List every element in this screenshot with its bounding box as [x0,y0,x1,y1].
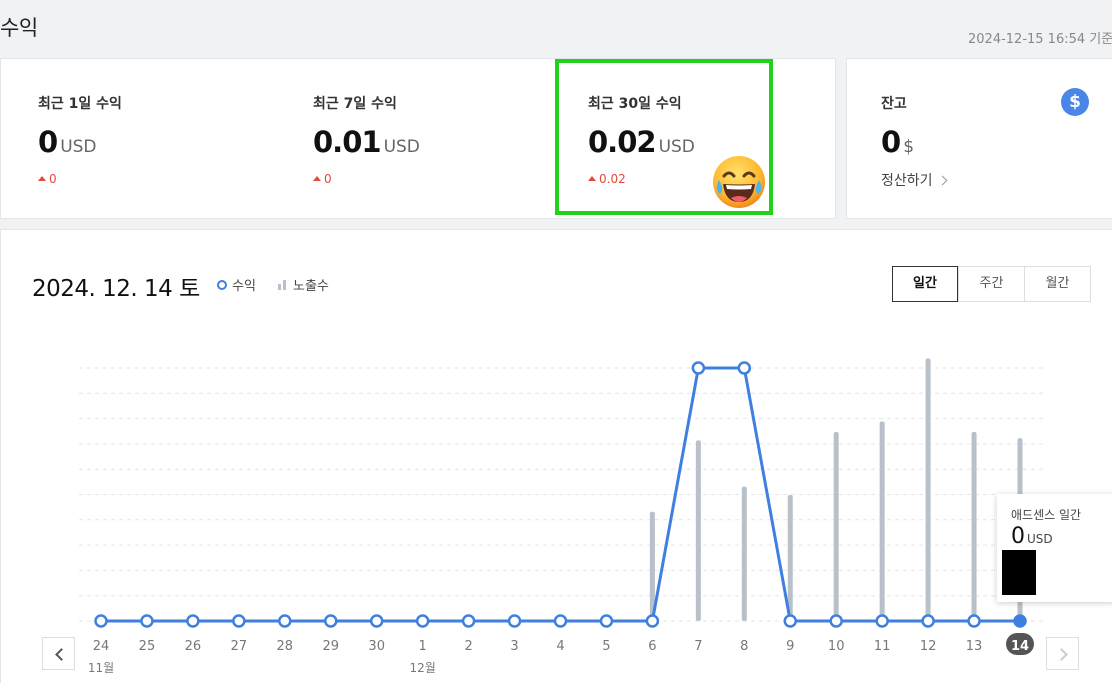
chart-date: 2024. 12. 14 토 [32,276,200,302]
x-tick-label: 12 [920,639,937,654]
legend-revenue[interactable]: 수익 [217,275,256,294]
revenue-point [232,614,246,628]
balance-value: 0 $ [881,125,915,159]
x-tick-label: 10 [828,639,845,654]
up-triangle-icon [313,176,321,181]
card-label: 최근 1일 수익 [38,96,122,112]
x-tick-label: 8 [740,639,748,654]
x-tick-label: 27 [231,639,248,654]
card-delta: 0.02 [588,172,626,186]
revenue-point [1013,614,1027,628]
revenue-point [415,614,430,628]
card-delta: 0 [313,172,332,186]
x-tick-label: 3 [510,639,518,654]
x-tick-label: 1 [419,639,427,654]
bar-marker-icon [278,280,288,290]
x-tick-label: 28 [277,639,294,654]
x-tick-label: 4 [556,639,564,654]
up-triangle-icon [38,176,46,181]
card-value: 0.01 USD [313,125,420,159]
chart-tooltip: 애드센스 일간 0 USD [997,494,1112,602]
revenue-point [967,614,981,628]
x-tick-label: 13 [966,639,983,654]
revenue-point [645,614,660,628]
revenue-point [783,614,797,628]
x-tick-label: 24 [93,639,110,654]
balance-label: 잔고 [881,96,907,112]
revenue-point [737,361,752,375]
impression-bar [787,495,793,621]
chevron-left-icon [55,648,68,661]
revenue-point [691,361,706,375]
chart-card: 2024. 12. 14 토 수익 노출수 일간 주간 월간 24 25 26 27 2… [0,229,1112,683]
impression-bar [879,421,885,621]
laughing-emoji-icon [713,156,765,208]
x-tick-label: 11 [874,639,891,654]
redaction-block [1002,550,1036,595]
x-tick-label: 5 [602,639,610,654]
revenue-point [829,614,843,628]
x-tick-label: 9 [786,639,794,654]
x-tick-label: 14 [1011,639,1029,654]
timestamp: 2024-12-15 16:54 기준 [968,32,1112,47]
highlight-box [555,59,773,215]
dollar-icon: $ [1061,88,1089,116]
card-label: 최근 7일 수익 [313,96,397,112]
settle-link[interactable]: 정산하기 [881,170,947,190]
revenue-summary: 최근 1일 수익 0 USD 0 최근 7일 수익 0.01 USD 0 최근 30… [0,58,836,219]
x-tick-label: 25 [139,639,156,654]
revenue-point [140,614,154,628]
tooltip-title: 애드센스 일간 [1011,508,1082,522]
x-tick-label: 7 [694,639,702,654]
revenue-point [369,614,384,628]
impression-bar [741,486,747,621]
revenue-point [278,614,292,628]
impression-bar [971,432,977,621]
circle-marker-icon [217,280,227,290]
period-tabs: 일간 주간 월간 [892,266,1091,302]
tab-weekly[interactable]: 주간 [958,267,1024,301]
x-tick-label: 6 [648,639,656,654]
balance-card: 잔고 $ 0 $ 정산하기 [846,58,1112,219]
x-tick-label: 29 [322,639,339,654]
chevron-right-icon [1055,648,1068,661]
month-label: 12월 [409,661,435,675]
up-triangle-icon [588,176,596,181]
x-tick-label: 30 [368,639,385,654]
page-title: 수익 [0,16,38,40]
revenue-point [507,614,522,628]
card-value: 0.02 USD [588,125,695,159]
card-label: 최근 30일 수익 [588,96,682,112]
selected-date-badge [1006,633,1034,655]
tooltip-value: 0 USD [1011,524,1053,549]
impression-bar [695,440,701,621]
revenue-point [461,614,476,628]
tab-monthly[interactable]: 월간 [1024,267,1090,301]
impression-bar [649,511,655,621]
card-value: 0 USD [38,125,97,159]
revenue-point [875,614,889,628]
revenue-point [94,614,108,628]
month-label: 11월 [88,661,114,675]
tab-daily[interactable]: 일간 [892,266,958,302]
card-delta: 0 [38,172,57,186]
revenue-point [553,614,568,628]
impression-bar [925,358,931,621]
legend-impressions[interactable]: 노출수 [278,275,329,294]
prev-button[interactable] [42,637,75,670]
revenue-point [186,614,200,628]
revenue-point [921,614,935,628]
x-tick-label: 2 [464,639,472,654]
chevron-right-icon [937,175,947,186]
impression-bar [833,432,839,621]
revenue-point [324,614,338,628]
next-button[interactable] [1046,637,1079,670]
revenue-point [599,614,614,628]
x-tick-label: 26 [185,639,202,654]
